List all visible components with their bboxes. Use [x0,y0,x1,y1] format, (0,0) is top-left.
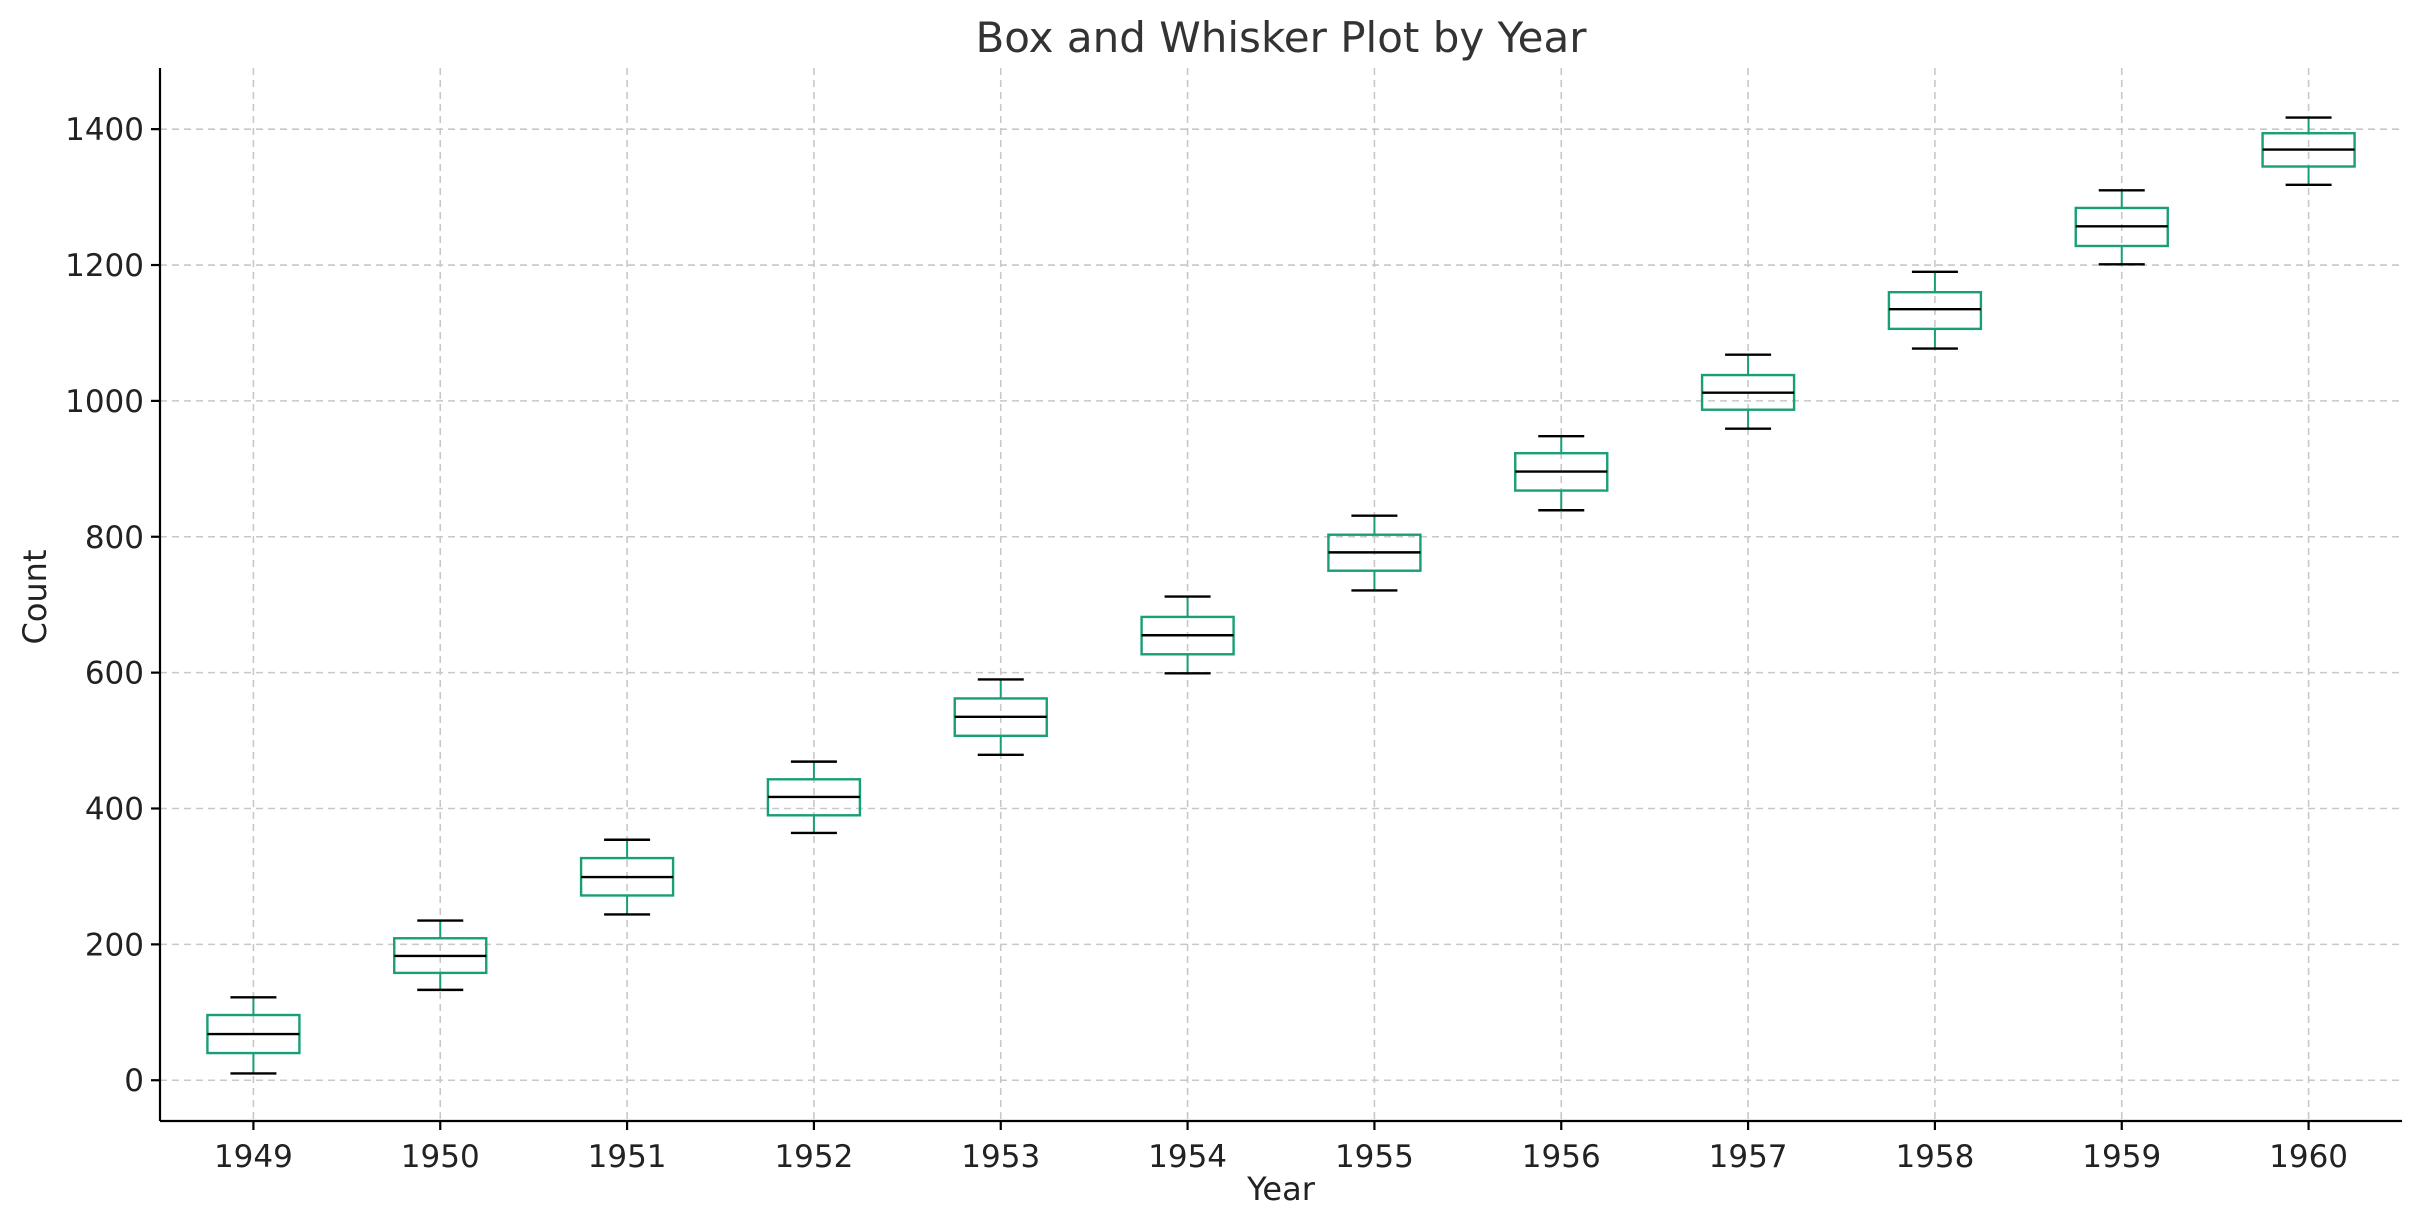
x-tick-label: 1950 [401,1139,480,1175]
x-tick-label: 1957 [1709,1139,1788,1175]
x-tick-label: 1949 [214,1139,293,1175]
y-tick-label: 1000 [65,384,144,420]
box-1949 [206,996,301,1075]
y-tick-label: 0 [124,1063,144,1099]
x-axis-label: Year [1246,1170,1316,1208]
x-tick-label: 1958 [1895,1139,1974,1175]
y-axis-label: Count [16,549,54,644]
box-1959 [2074,189,2169,266]
iqr-box [1887,290,1983,331]
box-1957 [1700,353,1796,430]
box-1950 [393,919,488,992]
grid-lines [160,68,2402,1121]
box-1954 [1140,595,1235,675]
x-tick-label: 1952 [774,1139,853,1175]
y-tick-label: 200 [85,927,144,963]
x-tick-label: 1953 [961,1139,1040,1175]
x-tick-label: 1951 [588,1139,667,1175]
box-1955 [1327,514,1422,592]
y-tick-label: 600 [85,656,144,692]
x-tick-label: 1954 [1148,1139,1227,1175]
y-tick-label: 1400 [65,112,144,148]
box-1958 [1887,270,1983,350]
box-1956 [1514,435,1609,512]
box-series [206,116,2356,1075]
x-tick-label: 1959 [2082,1139,2161,1175]
box-1951 [579,838,675,916]
y-tick-label: 800 [85,520,144,556]
box-1952 [766,760,862,835]
x-tick-label: 1955 [1335,1139,1414,1175]
chart-title: Box and Whisker Plot by Year [975,13,1587,62]
box-1960 [2261,116,2356,187]
x-tick-label: 1960 [2269,1139,2348,1175]
box-1953 [953,678,1048,757]
y-tick-label: 1200 [65,248,144,284]
x-tick-label: 1956 [1522,1139,1601,1175]
y-tick-label: 400 [85,791,144,827]
axes: 0 200 400 600 800 1000 1200 1400 1949 1950 1951 195… [65,68,2402,1175]
